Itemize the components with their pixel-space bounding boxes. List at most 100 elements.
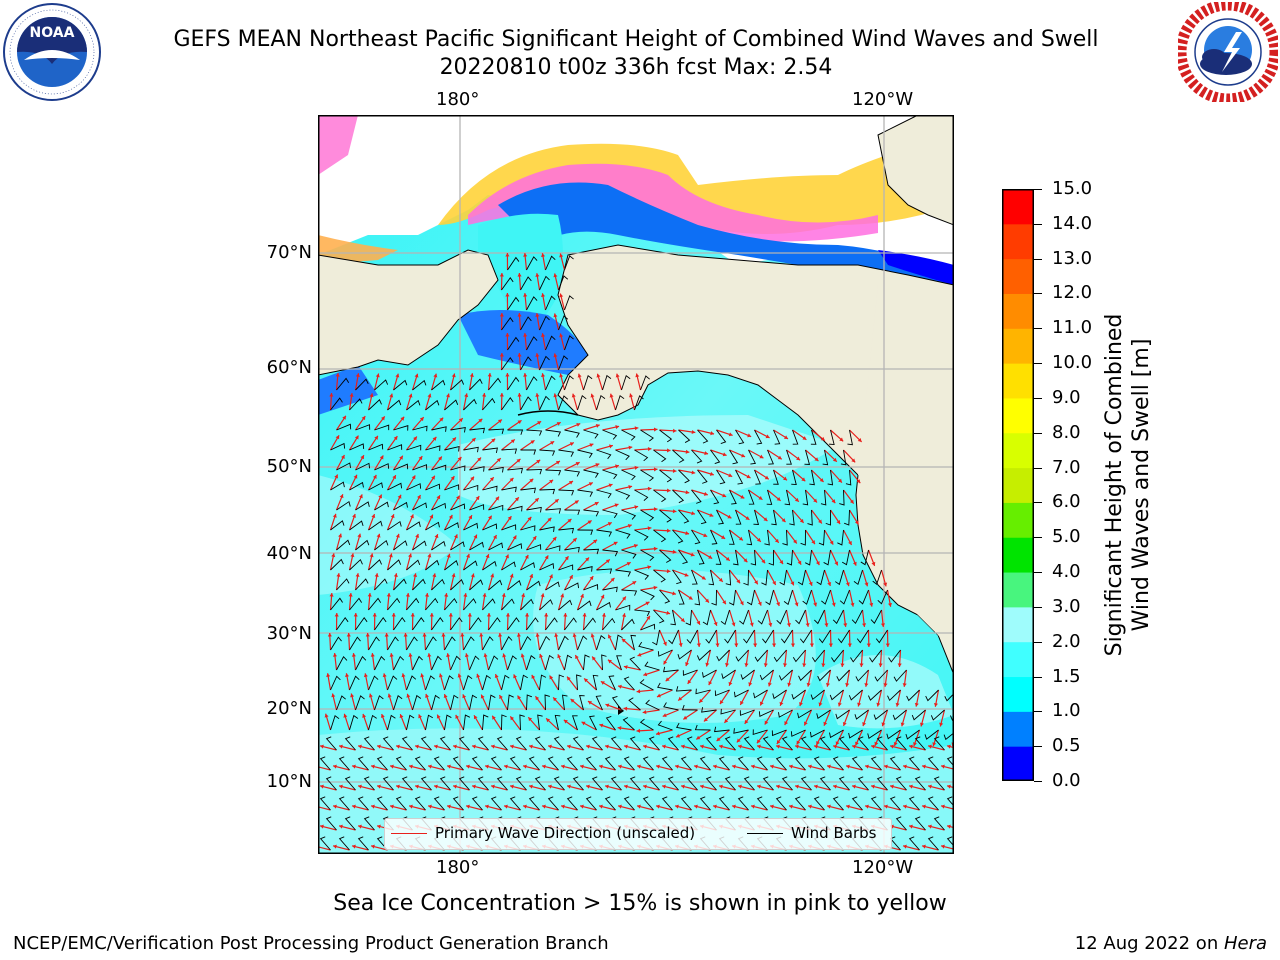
wind-barb	[387, 444, 403, 451]
wind-barb	[539, 315, 550, 331]
wave-arrow-head	[681, 744, 685, 749]
wave-arrow-head	[749, 622, 754, 627]
wave-arrow-head	[615, 425, 620, 430]
wave-arrow-head	[553, 353, 558, 358]
wave-arrow-head	[656, 764, 660, 769]
wind-barb	[837, 629, 850, 644]
wind-barb	[844, 509, 850, 526]
wind-barb	[832, 756, 844, 771]
wind-barb	[501, 277, 514, 291]
wave-arrow-head	[754, 580, 758, 585]
wind-barb	[622, 717, 635, 731]
swell-band	[458, 415, 838, 515]
wind-barb	[601, 654, 607, 671]
wave-arrow-head	[710, 431, 715, 436]
wave-arrow-head	[622, 596, 626, 601]
wind-barb	[837, 529, 844, 546]
colorbar-tick-label: 1.0	[1052, 700, 1081, 722]
wind-barb	[507, 617, 520, 631]
wind-barb	[534, 736, 546, 751]
wave-arrow-head	[777, 455, 782, 460]
wave-arrow-head	[498, 633, 503, 637]
wave-arrow-head	[808, 581, 813, 586]
wave-arrow-head	[609, 444, 613, 449]
wind-barb	[564, 375, 574, 391]
wind-barb	[930, 709, 945, 721]
wave-arrow-head	[884, 764, 888, 769]
wave-arrow-head	[645, 601, 650, 606]
wave-arrow-head	[806, 682, 811, 687]
wave-arrow-head	[530, 440, 535, 444]
wind-barb	[406, 559, 421, 571]
wave-arrow-head	[491, 784, 495, 789]
wave-direction-arrows	[318, 252, 954, 851]
wave-arrow-head	[352, 844, 356, 849]
wind-barb	[349, 398, 363, 411]
wind-barb	[596, 529, 613, 537]
wind-barb	[851, 796, 863, 811]
wave-arrow-head	[725, 556, 730, 561]
wind-barbs	[319, 255, 954, 851]
wave-arrow-head	[836, 520, 841, 525]
wind-barb	[831, 649, 844, 663]
wind-barb	[640, 375, 650, 391]
colorbar-segment	[1002, 189, 1034, 225]
wind-barb	[374, 379, 389, 391]
wind-barb	[686, 629, 698, 644]
wave-arrow-head	[544, 613, 549, 617]
wind-barb	[721, 669, 736, 680]
wind-barb	[705, 776, 717, 791]
wind-barb	[431, 426, 447, 432]
wave-arrow-head	[685, 490, 690, 495]
wind-barb	[539, 275, 550, 291]
wave-arrow-head	[453, 784, 457, 789]
wave-arrow-head	[358, 494, 363, 499]
wind-barb	[520, 525, 536, 531]
wind-barb	[621, 469, 636, 481]
wind-barb	[814, 609, 825, 625]
wave-arrow-head	[529, 784, 533, 789]
wave-arrow-head	[779, 701, 784, 706]
wave-arrow-head	[855, 741, 859, 746]
wind-barb	[750, 549, 757, 566]
wind-barb	[520, 635, 532, 651]
wind-barb	[682, 669, 698, 676]
wind-barb	[677, 649, 692, 660]
wind-barb	[678, 429, 691, 443]
wave-arrow-head	[395, 373, 400, 378]
wave-arrow-head	[797, 560, 802, 565]
wind-barb	[914, 736, 926, 751]
wind-barb	[463, 636, 475, 651]
wave-arrow-head	[517, 695, 522, 700]
wind-barb	[691, 569, 698, 585]
wind-barb	[807, 509, 813, 526]
wave-arrow-head	[922, 844, 926, 849]
wind-barb	[695, 688, 711, 695]
wind-barb	[771, 729, 787, 737]
wave-arrow-head	[349, 393, 354, 397]
wind-barb	[501, 317, 514, 331]
wind-barb	[757, 609, 768, 625]
wind-barb	[817, 669, 831, 682]
colorbar-tick-mark	[1034, 258, 1042, 260]
wave-arrow-head	[859, 663, 864, 667]
wave-arrow-head	[839, 437, 844, 442]
wind-barb	[406, 399, 421, 411]
wave-arrow-head	[607, 659, 612, 664]
wave-arrow-head	[468, 515, 473, 520]
wave-arrow-head	[594, 501, 599, 506]
wave-arrow-head	[352, 513, 356, 518]
wave-arrow-head	[507, 516, 512, 521]
wind-barb	[338, 796, 350, 811]
wind-barb	[439, 736, 451, 751]
wind-barb	[368, 443, 384, 451]
wave-arrow-head	[351, 653, 356, 657]
noaa-logo: NOAA	[3, 3, 101, 101]
wind-barb	[667, 736, 679, 751]
wind-barb	[545, 581, 560, 591]
wave-arrow-head	[470, 476, 475, 481]
wind-barb	[729, 449, 739, 465]
wave-arrow-head	[486, 613, 491, 617]
wave-arrow-head	[580, 764, 584, 769]
wave-arrow-head	[840, 663, 845, 667]
